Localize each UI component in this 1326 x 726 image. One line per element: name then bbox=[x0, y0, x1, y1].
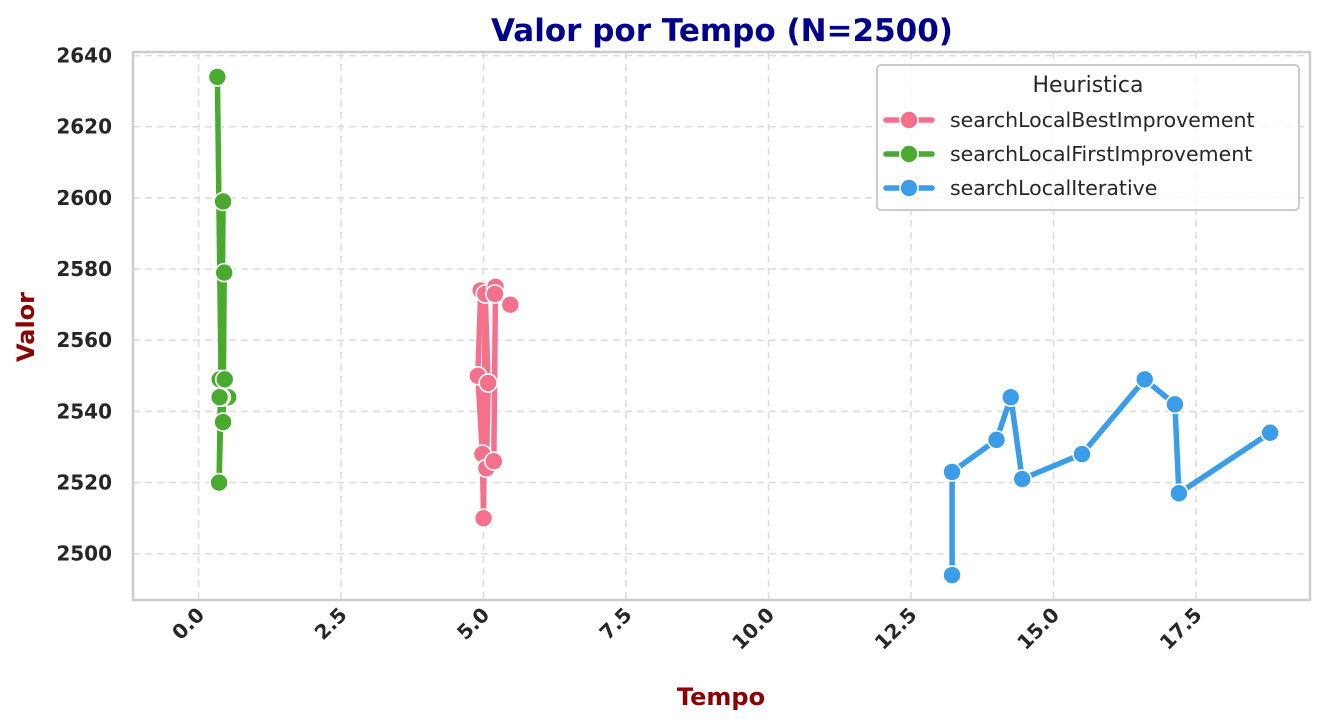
legend-entries: searchLocalBestImprovement searchLocalFir… bbox=[883, 108, 1255, 200]
data-point bbox=[942, 565, 962, 585]
data-point bbox=[1000, 387, 1021, 407]
chart-title: Valor por Tempo (N=2500) bbox=[491, 13, 953, 49]
y-tick-label: 2500 bbox=[56, 542, 112, 566]
data-point bbox=[1165, 394, 1185, 415]
data-point bbox=[483, 451, 504, 472]
data-point bbox=[209, 387, 230, 407]
x-tick-label: 2.5 bbox=[310, 603, 352, 645]
legend-title: Heuristica bbox=[1033, 73, 1144, 98]
data-point bbox=[1260, 422, 1280, 443]
x-tick-label: 5.0 bbox=[452, 603, 494, 645]
data-point bbox=[473, 508, 494, 528]
legend-label: searchLocalFirstImprovement bbox=[950, 142, 1252, 166]
data-point bbox=[213, 191, 233, 212]
data-point bbox=[478, 373, 498, 393]
legend-label: searchLocalIterative bbox=[950, 176, 1157, 200]
legend-label: searchLocalBestImprovement bbox=[950, 108, 1255, 132]
data-point bbox=[485, 284, 505, 304]
series-layer bbox=[207, 67, 1280, 585]
series-line bbox=[475, 284, 514, 521]
y-tick-label: 2560 bbox=[56, 328, 112, 352]
y-tick-label: 2620 bbox=[56, 115, 112, 139]
data-point bbox=[1134, 369, 1155, 390]
data-point bbox=[1012, 469, 1032, 489]
legend-marker bbox=[899, 144, 919, 164]
series-searchLocalBestImprovement bbox=[468, 277, 521, 528]
y-axis-title: Valor bbox=[12, 292, 40, 362]
data-point bbox=[986, 430, 1007, 450]
data-point bbox=[207, 67, 228, 87]
y-tick-label: 2600 bbox=[56, 186, 112, 210]
y-tick-label: 2580 bbox=[56, 257, 112, 281]
legend: Heuristica searchLocalBestImprovementsea… bbox=[876, 64, 1300, 211]
data-point bbox=[213, 412, 233, 432]
x-tick-label: 7.5 bbox=[595, 603, 637, 645]
y-tick-label: 2520 bbox=[56, 471, 112, 495]
data-point bbox=[214, 369, 235, 390]
grid-layer bbox=[133, 52, 1310, 600]
x-tick-label: 10.0 bbox=[727, 603, 779, 655]
x-tick-label: 15.0 bbox=[1012, 603, 1064, 655]
legend-box bbox=[876, 64, 1300, 211]
x-tick-labels: 0.0 2.5 5.0 7.5 10.0 12.5 15.0 17.5 bbox=[167, 603, 1206, 655]
data-point bbox=[1072, 444, 1092, 464]
plot-frame bbox=[131, 50, 1312, 602]
y-tick-labels: 2500 2520 2540 2560 2580 2600 2620 2640 bbox=[56, 44, 112, 566]
x-axis-title: Tempo bbox=[677, 683, 765, 711]
x-tick-label: 17.5 bbox=[1155, 603, 1207, 655]
y-tick-label: 2540 bbox=[56, 399, 112, 423]
x-tick-label: 12.5 bbox=[870, 603, 922, 655]
legend-marker bbox=[899, 110, 919, 130]
series-line bbox=[949, 376, 1273, 578]
data-point bbox=[942, 462, 962, 482]
data-point bbox=[209, 472, 229, 493]
y-tick-label: 2640 bbox=[56, 44, 112, 68]
series-searchLocalIterative bbox=[942, 369, 1280, 585]
data-point bbox=[214, 262, 234, 283]
data-point bbox=[500, 294, 521, 315]
series-searchLocalFirstImprovement bbox=[207, 67, 238, 493]
data-point bbox=[1169, 483, 1189, 504]
x-tick-label: 0.0 bbox=[167, 603, 209, 645]
legend-marker bbox=[899, 178, 919, 198]
